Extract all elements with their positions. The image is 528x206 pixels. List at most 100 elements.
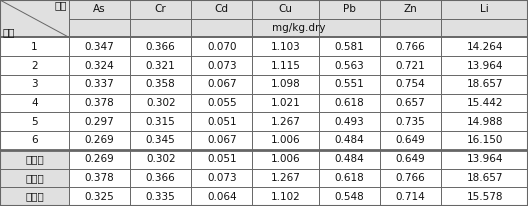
Bar <box>319 19 380 37</box>
Text: 0.721: 0.721 <box>396 61 426 70</box>
Bar <box>130 19 191 37</box>
Text: 0.378: 0.378 <box>85 98 115 108</box>
Text: 1.115: 1.115 <box>271 61 300 70</box>
Text: 0.735: 0.735 <box>396 117 426 127</box>
Text: 0.269: 0.269 <box>85 136 115 145</box>
Text: 0.073: 0.073 <box>207 61 237 70</box>
Bar <box>319 0 380 19</box>
Text: 0.649: 0.649 <box>396 136 426 145</box>
Text: 0.563: 0.563 <box>335 61 364 70</box>
Text: 0.766: 0.766 <box>396 173 426 183</box>
Bar <box>0 150 69 169</box>
Text: 0.657: 0.657 <box>396 98 426 108</box>
Text: Pb: Pb <box>343 4 356 14</box>
Text: 0.484: 0.484 <box>335 154 364 164</box>
Text: 0.297: 0.297 <box>85 117 115 127</box>
Text: As: As <box>93 4 106 14</box>
Bar <box>0 187 69 206</box>
Text: 0.051: 0.051 <box>207 154 237 164</box>
Bar <box>441 0 528 19</box>
Bar <box>441 19 528 37</box>
Text: 0.321: 0.321 <box>146 61 176 70</box>
Text: Cr: Cr <box>155 4 167 14</box>
Text: 0.548: 0.548 <box>335 192 364 202</box>
Text: 0.345: 0.345 <box>146 136 176 145</box>
Text: 0.337: 0.337 <box>85 79 115 89</box>
Text: 18.657: 18.657 <box>466 173 503 183</box>
Text: 0.051: 0.051 <box>207 117 237 127</box>
Text: 18.657: 18.657 <box>466 79 503 89</box>
Text: 1.267: 1.267 <box>271 117 300 127</box>
Text: 0.358: 0.358 <box>146 79 176 89</box>
Text: 0.551: 0.551 <box>335 79 364 89</box>
Text: 0.335: 0.335 <box>146 192 176 202</box>
Text: Cu: Cu <box>279 4 293 14</box>
Text: 1.006: 1.006 <box>271 136 300 145</box>
Text: 13.964: 13.964 <box>466 154 503 164</box>
Text: 최대값: 최대값 <box>25 173 44 183</box>
Text: 1: 1 <box>31 42 38 52</box>
Text: 항목: 항목 <box>54 0 67 10</box>
Text: 0.366: 0.366 <box>146 42 176 52</box>
Text: 0.325: 0.325 <box>85 192 115 202</box>
Text: Zn: Zn <box>404 4 418 14</box>
Text: 0.754: 0.754 <box>396 79 426 89</box>
Text: 1.021: 1.021 <box>271 98 300 108</box>
Bar <box>130 0 191 19</box>
Bar <box>380 19 441 37</box>
Text: 6: 6 <box>31 136 38 145</box>
Bar <box>252 0 319 19</box>
Text: 0.070: 0.070 <box>207 42 237 52</box>
Bar <box>69 0 130 19</box>
Text: 0.366: 0.366 <box>146 173 176 183</box>
Text: 0.618: 0.618 <box>335 98 364 108</box>
Text: 0.302: 0.302 <box>146 98 175 108</box>
Text: 1.102: 1.102 <box>271 192 300 202</box>
Text: 0.064: 0.064 <box>207 192 237 202</box>
Text: 0.484: 0.484 <box>335 136 364 145</box>
Text: 0.302: 0.302 <box>146 154 175 164</box>
Text: 1.267: 1.267 <box>271 173 300 183</box>
Bar <box>191 19 252 37</box>
Text: 0.618: 0.618 <box>335 173 364 183</box>
Text: 0.581: 0.581 <box>335 42 364 52</box>
Bar <box>380 0 441 19</box>
Bar <box>252 19 319 37</box>
Text: 1.103: 1.103 <box>271 42 300 52</box>
Text: 정점: 정점 <box>2 27 15 37</box>
Text: 0.055: 0.055 <box>207 98 237 108</box>
Text: Li: Li <box>480 4 489 14</box>
Text: 0.324: 0.324 <box>85 61 115 70</box>
Text: 15.442: 15.442 <box>466 98 503 108</box>
Text: 0.714: 0.714 <box>396 192 426 202</box>
Text: 0.067: 0.067 <box>207 79 237 89</box>
Bar <box>0 169 69 187</box>
Bar <box>69 19 130 37</box>
Text: 평균값: 평균값 <box>25 192 44 202</box>
Text: 0.315: 0.315 <box>146 117 176 127</box>
Text: 최소값: 최소값 <box>25 154 44 164</box>
Text: 0.493: 0.493 <box>335 117 364 127</box>
Text: 1.098: 1.098 <box>271 79 300 89</box>
Text: 16.150: 16.150 <box>466 136 503 145</box>
Text: 0.766: 0.766 <box>396 42 426 52</box>
Text: Cd: Cd <box>215 4 229 14</box>
Text: 0.067: 0.067 <box>207 136 237 145</box>
Text: 2: 2 <box>31 61 38 70</box>
Bar <box>0 0 69 37</box>
Text: 0.649: 0.649 <box>396 154 426 164</box>
Text: mg/kg.dry: mg/kg.dry <box>272 23 325 33</box>
Text: 15.578: 15.578 <box>466 192 503 202</box>
Text: 13.964: 13.964 <box>466 61 503 70</box>
Text: 14.988: 14.988 <box>466 117 503 127</box>
Text: 3: 3 <box>31 79 38 89</box>
Text: 0.347: 0.347 <box>85 42 115 52</box>
Text: 4: 4 <box>31 98 38 108</box>
Text: 1.006: 1.006 <box>271 154 300 164</box>
Text: 0.269: 0.269 <box>85 154 115 164</box>
Text: 5: 5 <box>31 117 38 127</box>
Bar <box>191 0 252 19</box>
Text: 0.073: 0.073 <box>207 173 237 183</box>
Text: 14.264: 14.264 <box>466 42 503 52</box>
Text: 0.378: 0.378 <box>85 173 115 183</box>
